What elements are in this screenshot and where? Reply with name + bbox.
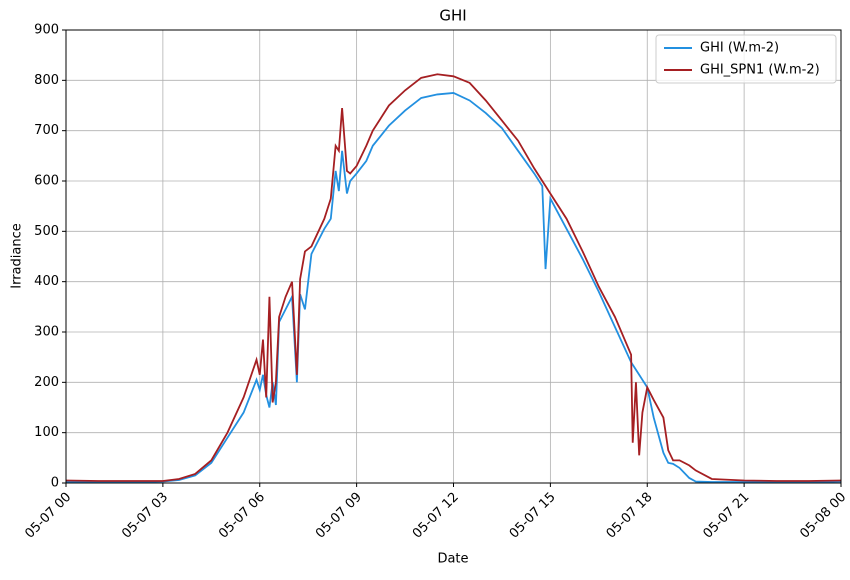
- x-tick-label: 05-07 00: [22, 490, 74, 542]
- y-tick-label: 0: [51, 476, 59, 491]
- y-axis-label: Irradiance: [10, 223, 25, 288]
- x-tick-label: 05-07 06: [216, 490, 268, 542]
- y-tick-label: 100: [34, 425, 59, 440]
- series-line: [65, 73, 842, 482]
- y-tick-label: 700: [34, 123, 59, 138]
- legend-label: GHI (W.m-2): [700, 41, 779, 56]
- chart-title: GHI: [439, 7, 466, 25]
- y-tick-label: 200: [34, 375, 59, 390]
- y-tick-label: 400: [34, 274, 59, 289]
- y-tick-label: 500: [34, 224, 59, 239]
- y-tick-label: 800: [34, 73, 59, 88]
- y-tick-label: 900: [34, 23, 59, 38]
- legend-box: [655, 34, 837, 84]
- x-tick-label: 05-07 03: [119, 490, 171, 542]
- x-tick-label: 05-07 09: [313, 490, 365, 542]
- x-tick-label: 05-07 21: [700, 490, 752, 542]
- x-tick-label: 05-07 18: [604, 490, 656, 542]
- y-tick-label: 600: [34, 174, 59, 189]
- x-tick-label: 05-07 12: [410, 490, 462, 542]
- x-tick-label: 05-08 00: [797, 490, 849, 542]
- plot-frame: [65, 29, 842, 484]
- series-line: [66, 91, 842, 483]
- legend: GHI (W.m-2) GHI_SPN1 (W.m-2): [655, 34, 837, 84]
- y-tick-label: 300: [34, 325, 59, 340]
- x-tick-label: 05-07 15: [507, 490, 559, 542]
- legend-label: GHI_SPN1 (W.m-2): [700, 63, 820, 78]
- x-axis-label: Date: [437, 552, 468, 567]
